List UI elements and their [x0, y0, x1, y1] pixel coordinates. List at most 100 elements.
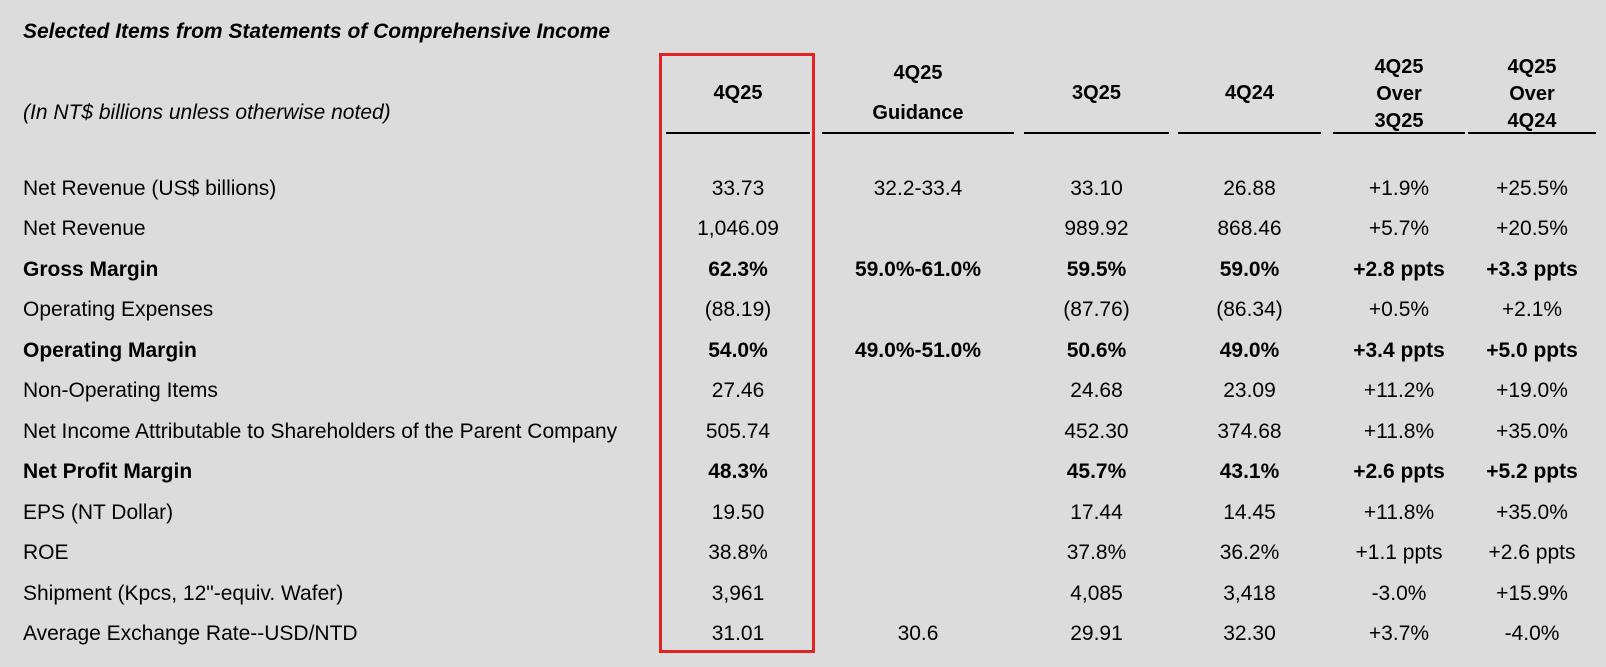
cell-4q24: 23.09: [1223, 379, 1276, 402]
cell-over-3q25: +11.8%: [1363, 501, 1435, 524]
header-line: Over: [1509, 83, 1555, 105]
cell-3q25: 37.8%: [1066, 541, 1127, 564]
cell-3q25: 45.7%: [1066, 460, 1127, 483]
header-underline: [822, 132, 1014, 134]
cell-3q25: 989.92: [1064, 217, 1129, 240]
cell-4q24: 59.0%: [1219, 258, 1280, 281]
cell-4q24: 14.45: [1223, 501, 1276, 524]
header-line: 4Q25: [1507, 56, 1557, 78]
header-underline: [1024, 132, 1169, 134]
cell-over-4q24: +15.9%: [1496, 582, 1568, 605]
row-label: Operating Expenses: [23, 298, 214, 321]
table-row: Gross Margin 62.3% 59.0%-61.0% 59.5% 59.…: [0, 250, 1606, 290]
row-label: Net Revenue (US$ billions): [23, 177, 277, 200]
cell-4q24: 32.30: [1223, 622, 1276, 645]
cell-3q25: 33.10: [1070, 177, 1123, 200]
cell-over-3q25: -3.0%: [1371, 582, 1427, 605]
header-underline: [666, 132, 810, 134]
header-over-3q25: 4Q25 Over 3Q25: [1333, 54, 1465, 134]
cell-over-3q25: +11.2%: [1363, 379, 1435, 402]
cell-4q24: 36.2%: [1219, 541, 1280, 564]
cell-4q24: 26.88: [1223, 177, 1276, 200]
header-line: 4Q25: [893, 62, 943, 84]
cell-over-3q25: +3.4 ppts: [1353, 339, 1445, 362]
cell-over-4q24: +25.5%: [1496, 177, 1568, 200]
row-label: Net Income Attributable to Shareholders …: [23, 420, 618, 443]
cell-over-4q24: +20.5%: [1496, 217, 1568, 240]
cell-4q24: 868.46: [1217, 217, 1282, 240]
cell-over-4q24: +5.0 ppts: [1486, 339, 1578, 362]
cell-guidance: 32.2-33.4: [873, 177, 963, 200]
cell-3q25: 50.6%: [1066, 339, 1127, 362]
header-line: 4Q24: [1225, 82, 1274, 104]
cell-over-3q25: +1.1 ppts: [1355, 541, 1443, 564]
cell-over-4q24: -4.0%: [1504, 622, 1560, 645]
cell-4q24: 49.0%: [1219, 339, 1280, 362]
cell-3q25: 59.5%: [1066, 258, 1127, 281]
cell-over-3q25: +5.7%: [1368, 217, 1430, 240]
cell-3q25: 24.68: [1070, 379, 1123, 402]
header-line: 3Q25: [1374, 110, 1424, 132]
cell-4q25: 3,961: [711, 582, 765, 605]
column-highlight-box: [659, 53, 815, 653]
cell-guidance: 49.0%-51.0%: [854, 339, 982, 362]
cell-4q24: 374.68: [1217, 420, 1282, 443]
cell-4q24: 43.1%: [1219, 460, 1280, 483]
table-row: Operating Expenses (88.19) (87.76) (86.3…: [0, 290, 1606, 330]
row-label: Operating Margin: [23, 339, 197, 362]
table-title: Selected Items from Statements of Compre…: [23, 20, 611, 43]
header-line: 4Q25: [713, 82, 763, 104]
header-line: 4Q24: [1507, 110, 1557, 132]
header-line: Guidance: [872, 102, 964, 124]
cell-guidance: 59.0%-61.0%: [854, 258, 982, 281]
cell-over-4q24: +35.0%: [1496, 501, 1568, 524]
cell-3q25: 452.30: [1064, 420, 1129, 443]
cell-over-4q24: +19.0%: [1496, 379, 1568, 402]
cell-over-4q24: +2.6 ppts: [1488, 541, 1576, 564]
row-label: Gross Margin: [23, 258, 159, 281]
row-label: Average Exchange Rate--USD/NTD: [23, 622, 358, 645]
cell-over-4q24: +35.0%: [1496, 420, 1568, 443]
cell-4q25: 27.46: [711, 379, 765, 402]
header-4q24: 4Q24: [1178, 80, 1321, 134]
cell-4q25: 19.50: [711, 501, 765, 524]
header-3q25: 3Q25: [1024, 80, 1169, 134]
cell-over-4q24: +2.1%: [1501, 298, 1563, 321]
cell-4q24: (86.34): [1216, 298, 1283, 321]
header-guidance: 4Q25 Guidance: [822, 60, 1014, 134]
table-subtitle: (In NT$ billions unless otherwise noted): [23, 101, 391, 124]
cell-over-3q25: +0.5%: [1368, 298, 1430, 321]
cell-over-3q25: +2.6 ppts: [1353, 460, 1445, 483]
table-row: Net Profit Margin 48.3% 45.7% 43.1% +2.6…: [0, 452, 1606, 492]
cell-over-3q25: +11.8%: [1363, 420, 1435, 443]
row-label: Shipment (Kpcs, 12"-equiv. Wafer): [23, 582, 344, 605]
cell-over-4q24: +3.3 ppts: [1486, 258, 1578, 281]
cell-4q24: 3,418: [1223, 582, 1276, 605]
row-label: Net Profit Margin: [23, 460, 193, 483]
table-row: ROE 38.8% 37.8% 36.2% +1.1 ppts +2.6 ppt…: [0, 533, 1606, 573]
header-underline: [1333, 132, 1465, 134]
cell-4q25: 505.74: [705, 420, 771, 443]
table-row: EPS (NT Dollar) 19.50 17.44 14.45 +11.8%…: [0, 493, 1606, 533]
cell-4q25: 48.3%: [708, 460, 768, 483]
table-row: Net Income Attributable to Shareholders …: [0, 412, 1606, 452]
header-4q25: 4Q25: [666, 80, 810, 134]
cell-4q25: 33.73: [711, 177, 765, 200]
cell-over-3q25: +1.9%: [1368, 177, 1430, 200]
cell-over-3q25: +3.7%: [1368, 622, 1430, 645]
row-label: ROE: [23, 541, 69, 564]
cell-3q25: 17.44: [1070, 501, 1123, 524]
cell-4q25: 1,046.09: [697, 217, 779, 240]
cell-3q25: 29.91: [1070, 622, 1123, 645]
row-label: EPS (NT Dollar): [23, 501, 174, 524]
cell-guidance: 30.6: [897, 622, 939, 645]
cell-4q25: 62.3%: [708, 258, 768, 281]
cell-4q25: 31.01: [711, 622, 765, 645]
header-line: Over: [1376, 83, 1422, 105]
table-row: Shipment (Kpcs, 12"-equiv. Wafer) 3,961 …: [0, 574, 1606, 614]
cell-4q25: 54.0%: [708, 339, 768, 362]
row-label: Non-Operating Items: [23, 379, 218, 402]
header-over-4q24: 4Q25 Over 4Q24: [1468, 54, 1596, 134]
table-row: Average Exchange Rate--USD/NTD 31.01 30.…: [0, 614, 1606, 654]
row-label: Net Revenue: [23, 217, 146, 240]
